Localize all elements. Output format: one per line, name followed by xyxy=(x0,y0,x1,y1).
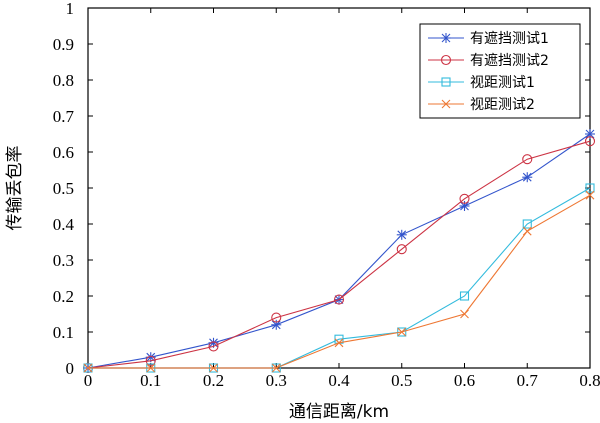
x-tick-label: 0.5 xyxy=(391,371,412,390)
y-axis-ticks: 0 0.1 0.2 0.3 0.4 0.5 0.6 0.7 0.8 0.9 1 xyxy=(53,0,590,378)
y-tick-label: 1 xyxy=(66,0,75,18)
circle-marker xyxy=(440,54,452,66)
legend-box xyxy=(419,23,581,119)
series-line xyxy=(87,140,591,369)
square-marker xyxy=(459,291,470,301)
series-line xyxy=(87,133,591,369)
x-tick-label: 0.1 xyxy=(140,371,161,390)
cross-marker xyxy=(271,363,281,373)
circle-marker xyxy=(271,312,282,323)
y-tick-label: 0.3 xyxy=(53,251,74,270)
circle-marker xyxy=(396,244,407,255)
circle-marker xyxy=(459,193,470,204)
x-tick-label: 0.6 xyxy=(454,371,475,390)
series-line xyxy=(88,187,591,369)
square-marker xyxy=(441,77,451,87)
y-tick-label: 0.2 xyxy=(53,287,74,306)
legend-label: 视距测试2 xyxy=(470,97,535,113)
x-tick-label: 0.3 xyxy=(266,371,287,390)
y-tick-label: 0.6 xyxy=(53,143,74,162)
circle-marker xyxy=(145,355,156,366)
legend-label: 有遮挡测试2 xyxy=(470,53,549,69)
asterisk-marker xyxy=(396,229,407,240)
square-marker xyxy=(397,327,407,337)
x-tick-label: 0.7 xyxy=(517,371,539,390)
asterisk-marker xyxy=(441,33,451,43)
y-tick-label: 0.9 xyxy=(53,35,74,54)
asterisk-marker xyxy=(459,201,470,211)
cross-marker xyxy=(460,309,469,319)
circle-marker xyxy=(584,136,596,147)
series-3 xyxy=(83,183,595,373)
series-2 xyxy=(82,136,596,374)
series-4 xyxy=(83,190,595,373)
square-marker xyxy=(585,183,595,193)
y-axis-title: 传输丢包率 xyxy=(5,146,25,231)
legend-item: 有遮挡测试1 xyxy=(428,31,549,47)
x-tick-label: 0.4 xyxy=(328,371,350,390)
square-marker xyxy=(522,219,532,229)
asterisk-marker xyxy=(585,129,595,139)
cross-marker xyxy=(83,363,93,373)
y-tick-label: 0.4 xyxy=(53,215,75,234)
cross-marker xyxy=(585,190,595,200)
x-axis-ticks: 0 0.1 0.2 0.3 0.4 0.5 0.6 0.7 0.8 xyxy=(84,8,600,390)
cross-marker xyxy=(441,99,451,109)
asterisk-marker xyxy=(522,172,533,183)
x-tick-label: 0.8 xyxy=(579,371,600,390)
y-tick-label: 0.8 xyxy=(53,71,74,90)
legend-label: 视距测试1 xyxy=(470,75,535,91)
series-layer xyxy=(82,129,596,374)
y-tick-label: 0.5 xyxy=(53,179,74,198)
asterisk-marker xyxy=(271,319,282,330)
cross-marker xyxy=(334,338,344,348)
y-tick-label: 0.7 xyxy=(53,107,75,126)
cross-marker xyxy=(209,363,218,373)
legend-label: 有遮挡测试1 xyxy=(470,31,549,47)
cross-marker xyxy=(522,226,532,236)
legend: 有遮挡测试1 有遮挡测试2 视距测试1 视距测试2 xyxy=(419,23,581,119)
legend-item: 有遮挡测试2 xyxy=(428,53,549,69)
x-tick-label: 0 xyxy=(84,371,93,390)
circle-marker xyxy=(333,294,345,305)
y-tick-label: 0.1 xyxy=(53,323,74,342)
x-axis-title: 通信距离/km xyxy=(289,402,389,422)
circle-marker xyxy=(522,154,533,165)
series-1 xyxy=(83,129,595,373)
x-tick-label: 0.2 xyxy=(203,371,224,390)
circle-marker xyxy=(208,341,219,352)
y-tick-label: 0 xyxy=(66,359,75,378)
legend-item: 视距测试2 xyxy=(428,97,535,113)
cross-marker xyxy=(146,363,156,373)
cross-marker xyxy=(397,327,407,337)
legend-item: 视距测试1 xyxy=(428,75,535,91)
